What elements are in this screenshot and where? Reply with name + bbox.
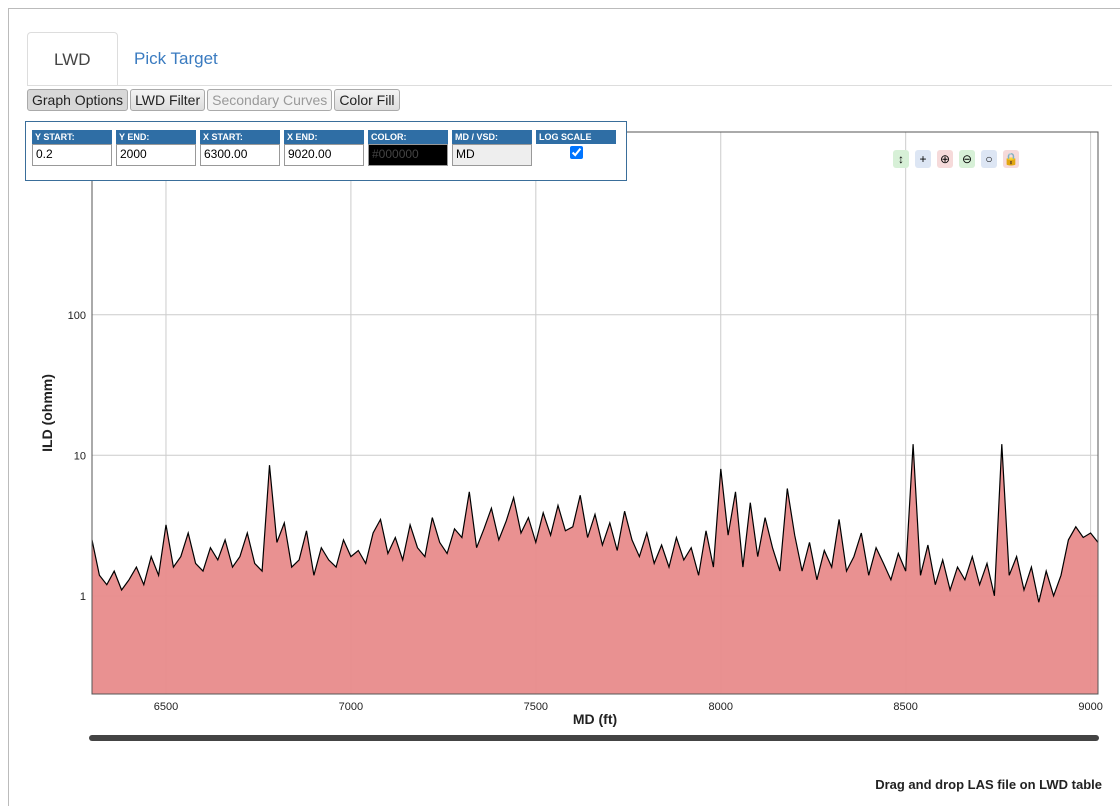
icon[interactable]: ⊕: [937, 150, 953, 168]
option-field: Y START: 0.2: [32, 130, 112, 180]
icon[interactable]: +: [915, 150, 931, 168]
icon[interactable]: ↕: [893, 150, 909, 168]
x-tick-label: 6500: [154, 701, 178, 713]
option-field: X END: 9020.00: [284, 130, 364, 180]
option-field: COLOR: #000000: [368, 130, 448, 180]
x-tick-label: 9000: [1078, 701, 1102, 713]
option-field: Y END: 2000: [116, 130, 196, 180]
options-panel: Y START: 0.2 Y END: 2000 X START: 6300.00 X EN…: [25, 121, 627, 181]
tab-line: [27, 85, 1112, 86]
y-tick-label: 1: [80, 591, 86, 603]
footer: Drag and drop LAS file on LWD table: [875, 777, 1102, 792]
icon[interactable]: ○: [981, 150, 997, 168]
option-field: LOG SCALE: [536, 130, 616, 180]
scrollbar[interactable]: [89, 735, 1099, 741]
option-label: LOG SCALE: [536, 130, 616, 144]
icon[interactable]: ⊖: [959, 150, 975, 168]
option-value[interactable]: MD: [452, 144, 532, 166]
area: [92, 444, 1098, 694]
tab[interactable]: Pick Target: [134, 49, 218, 68]
button[interactable]: Secondary Curves: [207, 89, 333, 111]
y-tick-label: 100: [68, 310, 86, 322]
option-label: X END:: [284, 130, 364, 144]
x-axis-label: MD (ft): [573, 711, 617, 727]
button-row: Graph Options LWD Filter Secondary Curve…: [27, 89, 400, 111]
option-value[interactable]: 9020.00: [284, 144, 364, 166]
y-tick-label: 10: [74, 450, 86, 462]
option-value[interactable]: #000000: [368, 144, 448, 166]
frame: [8, 8, 1120, 806]
tab[interactable]: LWD: [27, 32, 118, 86]
line: [91, 444, 1099, 603]
x-tick-label: 7000: [339, 701, 363, 713]
x-tick-label: 8500: [893, 701, 917, 713]
toolbar: ↕ + ⊕ ⊖ ○ 🔒: [893, 150, 1019, 168]
x-tick-label: 8000: [709, 701, 733, 713]
icon[interactable]: 🔒: [1003, 150, 1019, 168]
option-label: COLOR:: [368, 130, 448, 144]
option-label: Y START:: [32, 130, 112, 144]
button[interactable]: Color Fill: [334, 89, 400, 111]
option-field: X START: 6300.00: [200, 130, 280, 180]
y-axis-label: ILD (ohmm): [39, 374, 55, 452]
button[interactable]: Graph Options: [27, 89, 129, 111]
option-label: MD / VSD:: [452, 130, 532, 144]
checkbox[interactable]: [569, 146, 583, 159]
option-label: X START:: [200, 130, 280, 144]
option-field: MD / VSD: MD: [452, 130, 532, 180]
option-label: Y END:: [116, 130, 196, 144]
option-value[interactable]: 6300.00: [200, 144, 280, 166]
button[interactable]: LWD Filter: [130, 89, 206, 111]
option-value[interactable]: 0.2: [32, 144, 112, 166]
x-tick-label: 7500: [524, 701, 548, 713]
option-value[interactable]: 2000: [116, 144, 196, 166]
